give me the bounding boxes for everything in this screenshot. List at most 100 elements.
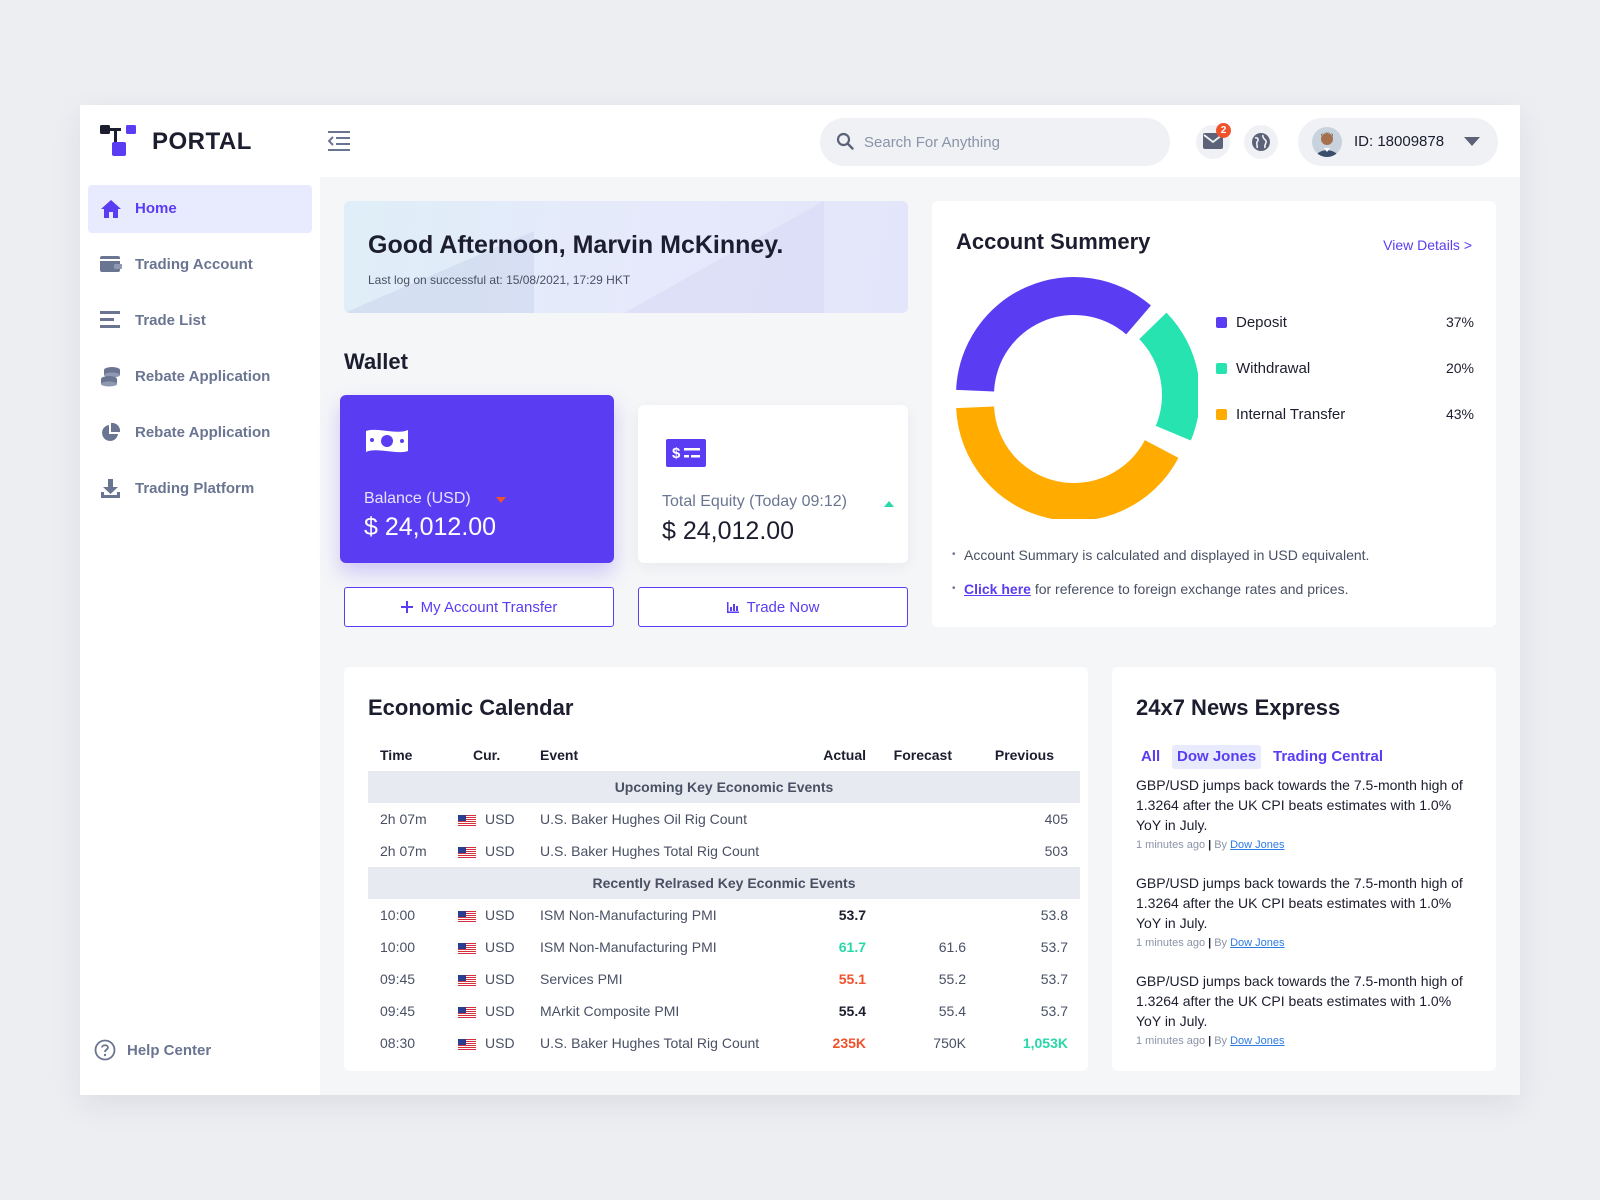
cell-forecast: 61.6	[938, 939, 966, 955]
help-center-link[interactable]: Help Center	[94, 1037, 254, 1063]
click-here-link[interactable]: Click here	[964, 581, 1031, 597]
sidebar-item-trading-platform[interactable]: Trading Platform	[88, 465, 312, 513]
table-row: 08:30 USD U.S. Baker Hughes Total Rig Coun…	[368, 1027, 1080, 1059]
news-meta: 1 minutes ago | By Dow Jones	[1136, 937, 1285, 949]
sidebar-item-label: Trade List	[135, 312, 206, 329]
home-icon	[101, 200, 121, 218]
sidebar-item-trade-list[interactable]: Trade List	[88, 297, 312, 345]
svg-text:$: $	[672, 445, 681, 462]
cell-previous: 53.7	[1040, 939, 1068, 955]
cell-time: 10:00	[380, 907, 416, 923]
cell-forecast: 55.2	[938, 971, 966, 987]
news-time: 1 minutes ago	[1136, 937, 1206, 949]
search-input[interactable]	[864, 118, 1154, 166]
news-item[interactable]: GBP/USD jumps back towards the 7.5-month…	[1136, 775, 1476, 851]
search-icon	[836, 132, 854, 150]
sidebar-item-label: Trading Platform	[135, 480, 255, 497]
us-flag-icon	[458, 1038, 476, 1051]
trade-now-button[interactable]: Trade Now	[638, 587, 908, 627]
cell-forecast: 750K	[933, 1035, 966, 1051]
donut-slice-internal-transfer	[956, 406, 1179, 519]
sidebar-item-label: Rebate Application	[135, 424, 271, 441]
header-event: Event	[540, 747, 579, 763]
app-window: PORTAL 2	[80, 105, 1520, 1095]
cell-currency: USD	[485, 1035, 515, 1051]
cell-currency: USD	[485, 843, 515, 859]
tab-trading-central[interactable]: Trading Central	[1273, 748, 1384, 765]
sidebar-item-home[interactable]: Home	[88, 185, 312, 233]
money-icon	[366, 429, 408, 453]
cell-actual: 55.1	[838, 971, 866, 987]
header-time: Time	[380, 747, 413, 763]
cash-icon: $	[666, 439, 706, 467]
greeting-title: Good Afternoon, Marvin McKinney.	[368, 231, 784, 259]
sidebar-item-rebate-application-2[interactable]: Rebate Application	[88, 409, 312, 457]
language-button[interactable]	[1244, 125, 1278, 159]
legend-internal-transfer: Internal Transfer 43%	[1216, 405, 1474, 425]
user-menu[interactable]: ID: 18009878	[1298, 118, 1498, 166]
legend-pct: 43%	[1445, 406, 1474, 422]
balance-card[interactable]: Balance (USD) $ 24,012.00	[340, 395, 614, 563]
news-meta: 1 minutes ago | By Dow Jones	[1136, 839, 1285, 851]
news-time: 1 minutes ago	[1136, 1035, 1206, 1047]
cell-event: U.S. Baker Hughes Total Rig Count	[540, 1035, 760, 1051]
bar-chart-icon	[726, 601, 739, 613]
account-transfer-button[interactable]: My Account Transfer	[344, 587, 614, 627]
news-source-link[interactable]: Dow Jones	[1230, 839, 1285, 851]
news-item[interactable]: GBP/USD jumps back towards the 7.5-month…	[1136, 971, 1476, 1047]
legend-name: Internal Transfer	[1236, 406, 1346, 423]
tab-dow-jones[interactable]: Dow Jones	[1172, 745, 1262, 769]
sidebar: Home Trading Account Trade List	[80, 177, 320, 1095]
cell-time: 10:00	[380, 939, 416, 955]
cell-previous: 53.7	[1040, 971, 1068, 987]
news-meta: 1 minutes ago | By Dow Jones	[1136, 1035, 1285, 1047]
header-actual: Actual	[823, 747, 866, 763]
equity-value: $ 24,012.00	[662, 517, 795, 545]
us-flag-icon	[458, 974, 476, 987]
wallet-title: Wallet	[344, 349, 408, 374]
sidebar-item-rebate-application[interactable]: Rebate Application	[88, 353, 312, 401]
cell-event: U.S. Baker Hughes Oil Rig Count	[540, 811, 747, 827]
cell-actual: 61.7	[838, 939, 866, 955]
mail-button[interactable]: 2	[1196, 123, 1231, 159]
us-flag-icon	[458, 814, 476, 827]
table-row: 09:45 USD Services PMI 55.1 55.2 53.7	[368, 963, 1080, 995]
globe-icon	[1252, 133, 1270, 151]
news-source-link[interactable]: Dow Jones	[1230, 1035, 1285, 1047]
header-previous: Previous	[994, 747, 1054, 763]
avatar	[1312, 127, 1342, 157]
caret-down-icon[interactable]	[496, 497, 506, 504]
account-summary-donut	[956, 277, 1198, 519]
economic-calendar-table: Time Cur. Event Actual Forecast Previous…	[368, 739, 1080, 1059]
news-item[interactable]: GBP/USD jumps back towards the 7.5-month…	[1136, 873, 1476, 949]
list-icon	[100, 311, 120, 328]
coins-icon	[101, 367, 120, 387]
legend-deposit: Deposit 37%	[1216, 313, 1474, 333]
brand-name: PORTAL	[152, 128, 252, 155]
search-bar[interactable]	[820, 118, 1170, 166]
view-details-link[interactable]: View Details >	[1383, 237, 1472, 253]
chevron-down-icon	[1464, 137, 1480, 146]
cell-forecast: 55.4	[938, 1003, 966, 1019]
news-by: By	[1214, 937, 1228, 949]
sidebar-item-trading-account[interactable]: Trading Account	[88, 241, 312, 289]
us-flag-icon	[458, 910, 476, 923]
donut-slice-deposit	[956, 277, 1151, 392]
group-released: Recently Relrased Key Econmic Events	[368, 867, 1080, 899]
plus-icon	[400, 601, 413, 613]
news-source-link[interactable]: Dow Jones	[1230, 937, 1285, 949]
header-forecast: Forecast	[893, 747, 952, 763]
tab-all[interactable]: All	[1141, 748, 1161, 765]
main-content: Good Afternoon, Marvin McKinney. Last lo…	[320, 177, 1520, 1095]
summary-note-link-row: Click here for reference to foreign exch…	[952, 581, 1348, 597]
sidebar-collapse-icon[interactable]	[328, 131, 350, 151]
cell-event: U.S. Baker Hughes Total Rig Count	[540, 843, 760, 859]
cell-time: 2h 07m	[380, 811, 427, 827]
cell-event: ISM Non-Manufacturing PMI	[540, 939, 717, 955]
help-icon	[94, 1039, 116, 1061]
top-bar: PORTAL 2	[80, 105, 1520, 177]
economic-calendar-card: Economic Calendar Time Cur. Event Actual…	[344, 667, 1088, 1071]
legend-name: Deposit	[1236, 314, 1287, 331]
equity-card[interactable]: $ Total Equity (Today 09:12) $ 24,012.00	[638, 405, 908, 563]
mail-icon	[1203, 133, 1223, 149]
